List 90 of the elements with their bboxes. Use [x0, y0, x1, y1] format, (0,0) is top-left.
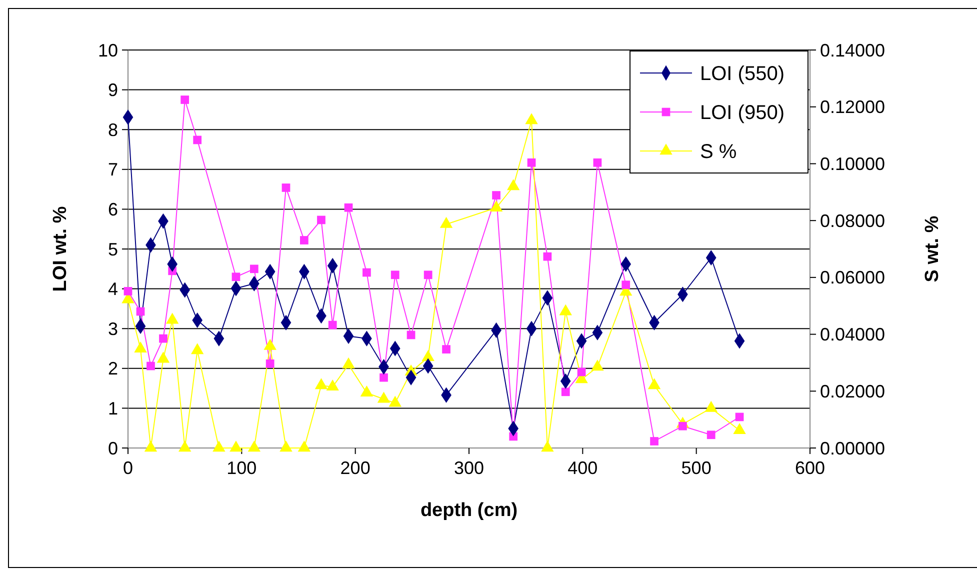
y-tick-label: 9 — [108, 80, 118, 100]
point — [300, 236, 308, 244]
point — [424, 270, 432, 280]
y-tick-label: 7 — [108, 160, 118, 180]
point — [442, 345, 450, 354]
point — [622, 280, 630, 290]
point — [733, 423, 746, 434]
point — [506, 179, 520, 190]
point — [212, 440, 226, 452]
point — [543, 252, 552, 261]
point — [377, 392, 390, 403]
point — [144, 440, 158, 452]
y-tick-label: 1 — [108, 398, 118, 418]
y2-tick-label: 0.04000 — [820, 324, 886, 345]
point — [650, 437, 658, 446]
point — [134, 341, 147, 352]
point — [282, 184, 290, 192]
x-axis-title: depth (cm) — [420, 500, 518, 521]
point — [541, 440, 554, 452]
y-tick-label: 8 — [108, 120, 118, 140]
legend-label: S % — [700, 141, 737, 163]
y-tick-label: 4 — [108, 279, 118, 300]
x-tick-label: 0 — [122, 458, 134, 478]
point — [525, 113, 538, 124]
point — [577, 368, 586, 376]
y-axis-title: LOI wt. % — [50, 206, 71, 292]
point — [344, 203, 353, 212]
point — [706, 430, 716, 440]
point — [735, 412, 744, 422]
point — [648, 378, 661, 390]
point — [422, 350, 434, 361]
point — [440, 216, 453, 228]
point — [190, 343, 204, 354]
x-tick-label: 400 — [568, 458, 598, 478]
point — [266, 359, 274, 368]
point — [136, 307, 145, 316]
point — [317, 216, 326, 224]
y2-tick-label: 0.10000 — [820, 154, 886, 174]
point — [159, 334, 168, 343]
point — [232, 272, 240, 282]
point — [180, 96, 190, 104]
point — [492, 191, 500, 200]
y-tick-label: 6 — [108, 200, 118, 220]
x-tick-label: 600 — [794, 458, 826, 478]
point — [390, 270, 400, 280]
point — [704, 400, 718, 412]
point — [362, 268, 371, 277]
x-tick-label: 300 — [454, 458, 484, 478]
point — [178, 440, 192, 452]
point — [248, 440, 261, 452]
point — [193, 136, 202, 144]
y-tick-label: 10 — [98, 40, 118, 60]
y-tick-label: 2 — [108, 358, 118, 379]
y-tick-label: 3 — [108, 318, 118, 339]
y2-tick-label: 0.02000 — [820, 381, 886, 402]
y2-tick-label: 0.12000 — [820, 97, 886, 118]
point — [328, 320, 337, 330]
x-tick-label: 100 — [226, 458, 257, 478]
point — [156, 352, 170, 363]
y2-tick-label: 0.00000 — [820, 438, 886, 458]
point — [360, 386, 374, 397]
x-tick-label: 200 — [340, 458, 370, 478]
point — [593, 158, 602, 167]
y-tick-label: 0 — [108, 438, 118, 458]
y-tick-label: 5 — [108, 239, 118, 260]
point — [264, 338, 276, 350]
point — [342, 357, 355, 368]
point — [230, 440, 242, 452]
y2-tick-label: 0.08000 — [820, 210, 886, 231]
y2-axis-title: S wt. % — [922, 216, 943, 282]
point — [326, 380, 339, 391]
point — [591, 360, 604, 371]
point — [380, 373, 388, 382]
y2-tick-label: 0.14000 — [820, 40, 886, 60]
y2-tick-label: 0.06000 — [820, 268, 886, 288]
point — [166, 312, 179, 324]
point — [561, 388, 570, 396]
point — [314, 378, 328, 390]
legend-label: LOI (950) — [700, 102, 784, 124]
point — [250, 264, 258, 274]
point — [527, 158, 536, 167]
point — [490, 200, 503, 212]
x-tick-label: 500 — [681, 458, 712, 478]
point — [146, 362, 155, 370]
point — [388, 396, 402, 407]
point — [280, 440, 292, 452]
point — [298, 440, 311, 452]
legend-label: LOI (550) — [700, 63, 784, 85]
point — [559, 304, 572, 316]
point — [406, 330, 416, 340]
